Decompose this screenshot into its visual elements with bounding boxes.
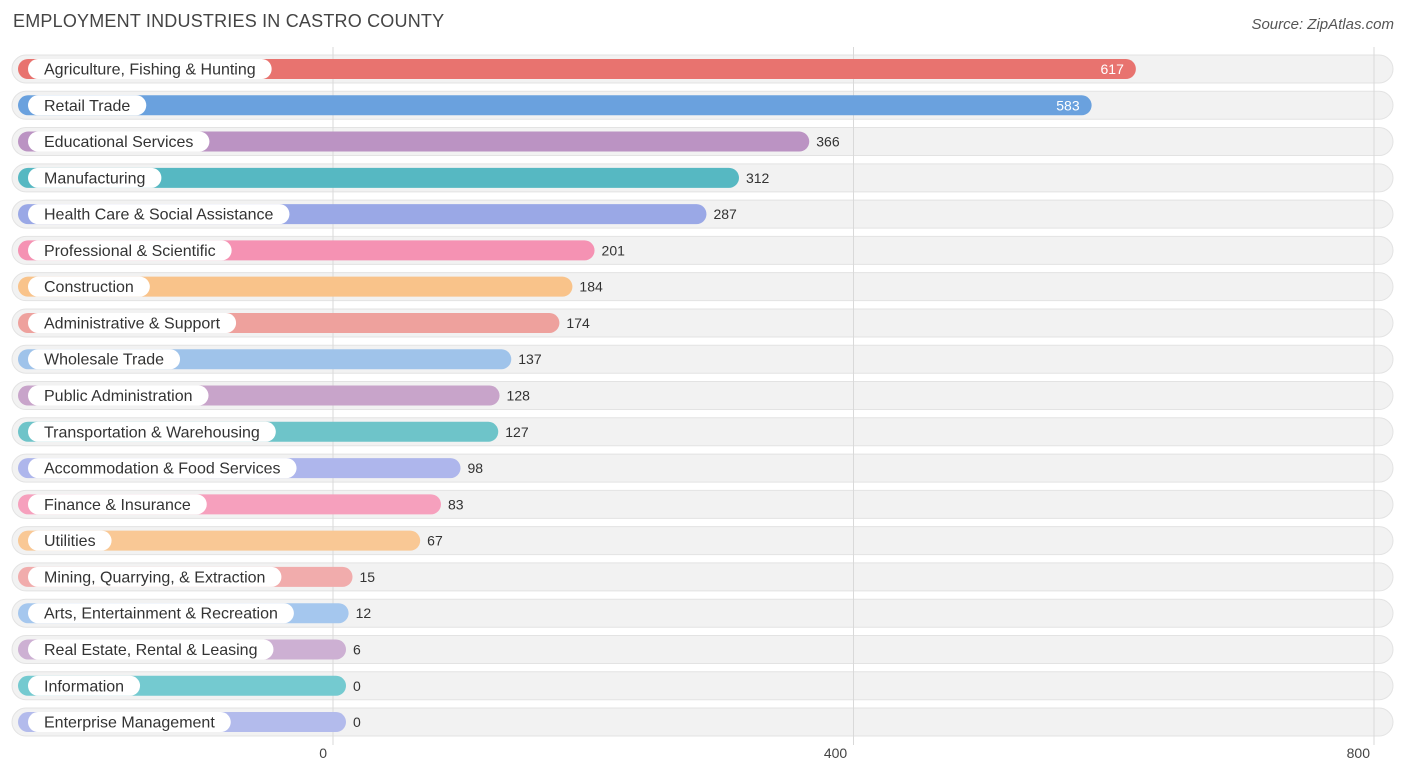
bar-label: Enterprise Management [44, 715, 215, 732]
row-background [11, 598, 1394, 628]
bar-label-pill [28, 494, 207, 515]
bar [18, 95, 1092, 116]
x-tick-label: 0 [319, 745, 327, 761]
bar-label: Educational Services [44, 134, 193, 151]
bar-label-pill [28, 421, 276, 442]
bar-value: 127 [505, 424, 529, 440]
bar-label-pill [28, 276, 150, 297]
bar-label: Administrative & Support [44, 315, 221, 332]
bar-label-pill [28, 675, 141, 696]
source-label: Source: ZipAtlas.com [1251, 16, 1394, 33]
x-tick-label: 400 [824, 745, 848, 761]
bar-label: Finance & Insurance [44, 497, 191, 514]
bar-label-pill [28, 240, 232, 261]
bar-value: 83 [448, 496, 464, 512]
bar-value: 617 [1101, 61, 1125, 77]
bar-label-pill [28, 59, 272, 79]
row-background [11, 707, 1394, 737]
row-background [11, 562, 1394, 592]
bar-label: Transportation & Warehousing [44, 424, 260, 441]
bar-value: 0 [353, 678, 361, 694]
bar-value: 15 [360, 569, 376, 585]
bar-label: Public Administration [44, 388, 193, 405]
bar-label: Accommodation & Food Services [44, 461, 281, 478]
bar-value: 67 [427, 533, 443, 549]
bar-label-pill [28, 204, 290, 225]
x-tick-label: 800 [1347, 745, 1371, 761]
bar-label-pill [28, 530, 112, 551]
row-background [11, 671, 1394, 701]
bar-value: 366 [816, 134, 840, 150]
bar-value: 184 [579, 279, 603, 295]
bar-value: 174 [566, 315, 590, 331]
bar-label-pill [28, 349, 181, 370]
bar-label: Wholesale Trade [44, 352, 164, 369]
bar-label: Health Care & Social Assistance [44, 207, 274, 224]
bar-label-pill [28, 167, 162, 188]
bars: Agriculture, Fishing & Hunting 617 Retail … [18, 59, 1136, 733]
bar-value: 287 [713, 206, 737, 222]
bar-label-pill [28, 566, 282, 587]
bar-value: 6 [353, 641, 361, 657]
bar-label: Construction [44, 279, 134, 296]
bar-value: 12 [356, 605, 372, 621]
bar [18, 167, 739, 188]
bar-value: 128 [507, 388, 531, 404]
bar-label-pill [28, 312, 237, 333]
bar-label-pill [28, 95, 147, 116]
bar-label-pill [28, 639, 274, 660]
bar-label-pill [28, 458, 297, 479]
bar-label-pill [28, 385, 209, 406]
chart-title: EMPLOYMENT INDUSTRIES IN CASTRO COUNTY [13, 11, 445, 31]
bar [18, 276, 573, 297]
bar-value: 98 [468, 460, 484, 476]
bar-value: 137 [518, 351, 542, 367]
bar-label: Information [44, 678, 124, 695]
bar [18, 59, 1136, 79]
bar-label-pill [28, 131, 210, 152]
bar-label: Mining, Quarrying, & Extraction [44, 569, 265, 586]
bar-value: 583 [1056, 97, 1080, 113]
bar-label: Arts, Entertainment & Recreation [44, 606, 278, 623]
row-background [11, 634, 1394, 664]
bar [18, 530, 421, 551]
bar-label: Manufacturing [44, 170, 145, 187]
bar-label: Retail Trade [44, 98, 130, 115]
bar-label-pill [28, 712, 231, 733]
bar-value: 201 [602, 242, 626, 258]
bar-label-pill [28, 603, 294, 624]
bar-label: Agriculture, Fishing & Hunting [44, 62, 256, 79]
bar-label: Professional & Scientific [44, 243, 216, 260]
x-axis-ticks: 0 400 800 [319, 745, 1370, 761]
bar-label: Utilities [44, 533, 96, 550]
bar-value: 0 [353, 714, 361, 730]
bar-value: 312 [746, 170, 770, 186]
bar-label: Real Estate, Rental & Leasing [44, 642, 257, 659]
bar [18, 131, 810, 152]
